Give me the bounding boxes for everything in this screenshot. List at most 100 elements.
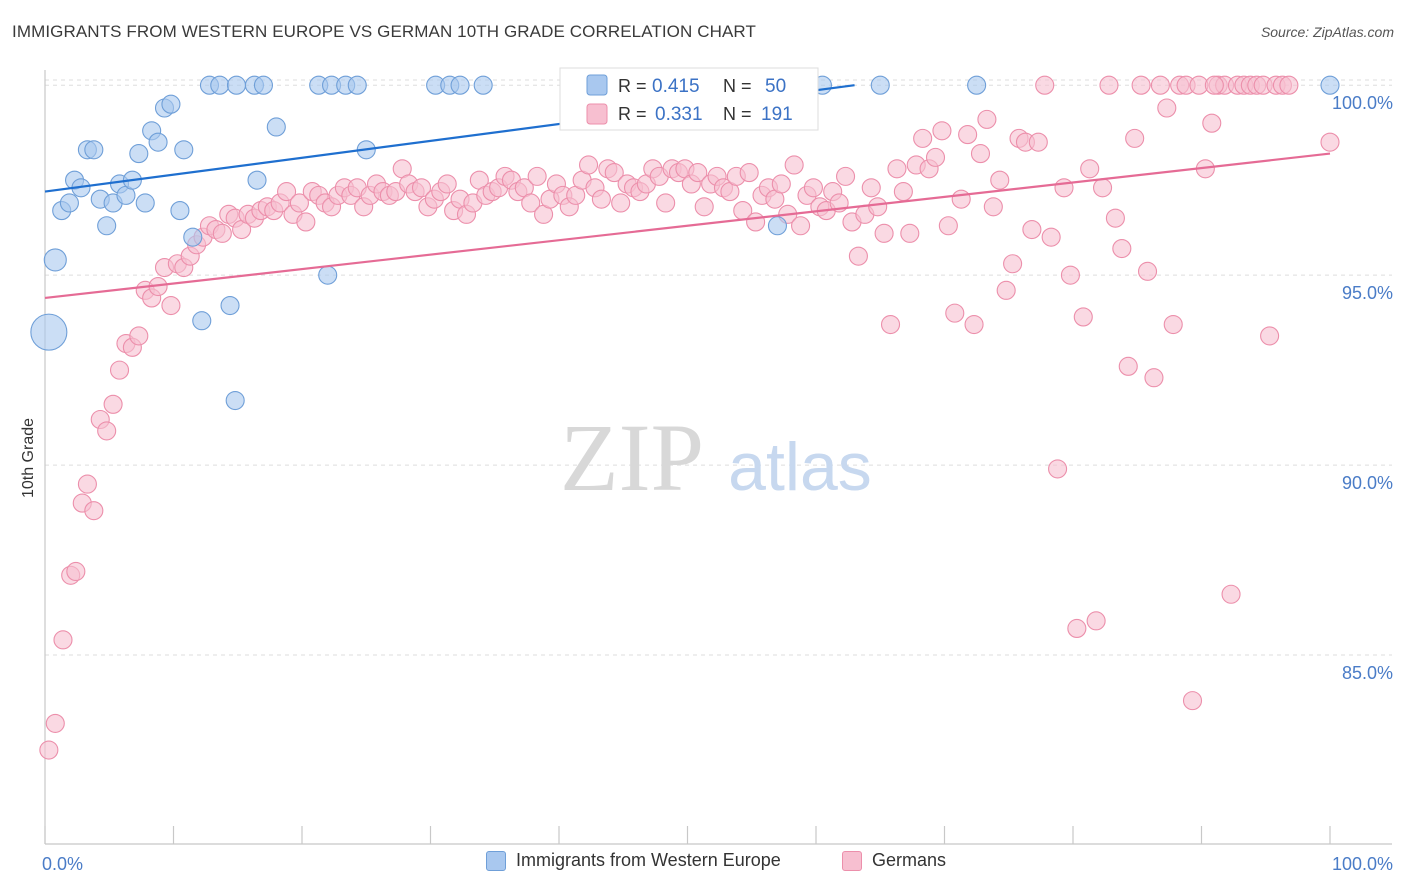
german-point [84,501,104,521]
german-point [611,193,631,213]
gridlines [45,79,1392,656]
german-point [77,474,97,494]
immigrant-point [870,75,890,95]
immigrant-point [266,117,286,137]
german-point [1041,227,1061,247]
german-point [109,360,130,380]
legend-pink-swatch [586,103,608,125]
immigrant-point [129,144,149,164]
legend-blue-n-label: N = [723,76,752,96]
legend-blue-r-label: R = [618,76,647,96]
immigrant-point [148,132,168,152]
german-point [958,125,978,145]
immigrant-point [170,201,190,221]
legend-pink-n-value: 191 [761,104,793,125]
german-point [129,326,149,346]
legend-swatch-germans [842,850,862,871]
german-point [39,740,59,760]
german-point [1118,356,1138,376]
german-point [1028,132,1048,152]
german-point [212,223,232,243]
german-point [887,159,907,179]
german-point [66,561,86,582]
german-point [1260,326,1280,346]
german-point [1182,691,1203,711]
legend-label-germans: Germans [872,850,947,870]
germans-series [39,75,1340,760]
german-point [913,128,933,148]
german-point [1112,239,1132,259]
german-point [1150,75,1170,95]
immigrant-point [183,227,203,247]
german-point [1202,113,1222,133]
immigrant-point [225,390,245,411]
watermark: ZIP atlas [560,404,872,511]
german-point [983,197,1003,217]
immigrant-point [174,140,194,160]
german-point [1035,75,1055,95]
german-point [103,394,123,414]
german-point [97,421,117,441]
legend-pink-r-label: R = [618,104,647,124]
source-credit: Source: ZipAtlas.com [1260,24,1394,40]
legend-label-immigrants: Immigrants from Western Europe [516,850,781,870]
german-point [925,147,946,167]
german-point [1131,75,1151,95]
y-tick-label: 95.0% [1342,283,1393,303]
german-point [579,155,599,175]
legend-item-immigrants: Immigrants from Western Europe [486,850,781,871]
german-point [1093,178,1113,198]
immigrant-point [97,216,117,236]
german-point [990,170,1010,190]
immigrant-point [192,311,212,331]
german-point [591,189,611,209]
german-point [970,144,991,164]
immigrant-point [226,75,247,95]
german-point [1157,98,1177,118]
german-point [964,314,984,335]
y-tick-label: 100.0% [1332,93,1393,113]
german-point [1163,314,1183,335]
german-point [411,178,432,198]
german-point [1144,368,1164,388]
german-point [1086,611,1106,631]
german-point [1073,307,1093,327]
german-point [861,178,881,198]
german-point [1080,159,1100,179]
german-point [694,197,714,217]
german-point [803,178,823,198]
german-point [521,193,541,213]
y-axis-label: 10th Grade [20,418,37,498]
immigrant-point [30,313,68,351]
immigrant-point [253,75,274,95]
y-tick-label: 90.0% [1342,473,1393,493]
legend-pink-r-value: 0.331 [655,104,703,125]
german-point [739,163,759,183]
german-point [1125,128,1145,148]
immigrants-series [30,75,1340,411]
german-point [289,193,309,213]
legend-pink-n-label: N = [723,104,752,124]
immigrant-point [135,193,155,213]
immigrant-point [161,94,181,114]
tick-labels: 100.0% 95.0% 90.0% 85.0% 0.0% 100.0% [42,93,1393,874]
watermark-zip: ZIP [560,404,704,511]
german-point [1221,584,1241,604]
german-point [938,216,958,236]
x-tick-label: 0.0% [42,854,83,874]
german-point [836,166,856,186]
german-point [604,163,624,183]
german-point [1022,220,1042,240]
immigrant-point [473,75,493,95]
german-point [1099,75,1119,95]
german-point [746,212,766,232]
german-point [296,212,316,232]
immigrant-point [767,216,788,236]
german-point [1204,75,1224,95]
german-point [527,166,547,186]
german-point [277,182,297,202]
german-point [1067,618,1087,639]
watermark-atlas: atlas [728,429,872,505]
german-point [1105,208,1125,228]
